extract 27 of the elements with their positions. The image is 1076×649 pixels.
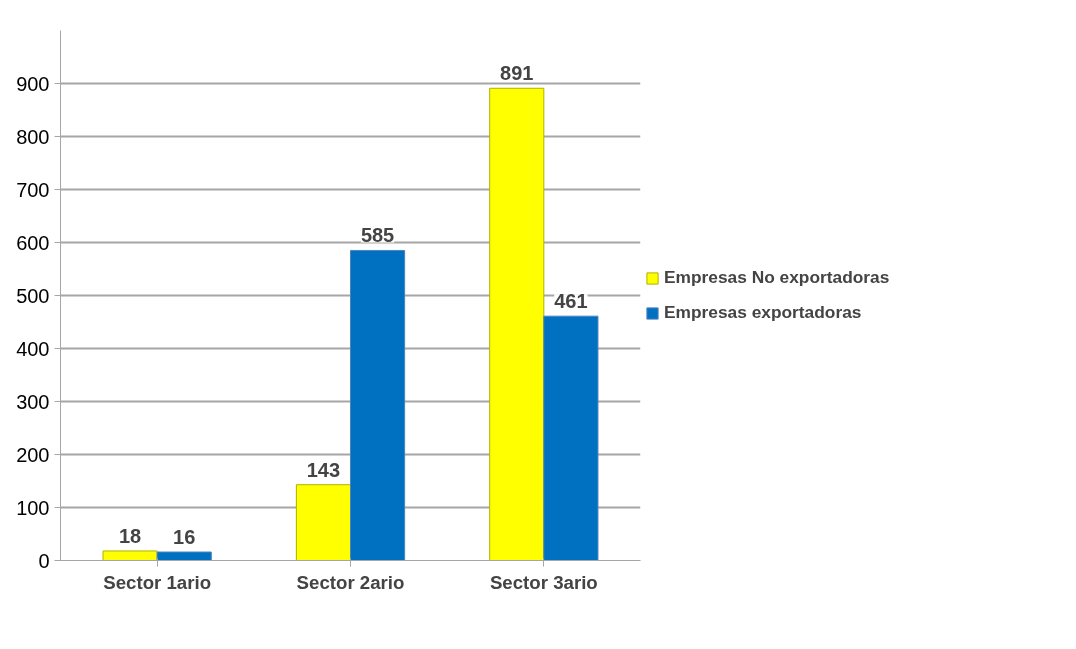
y-tick-label: 900 [16, 72, 50, 95]
y-tick-label: 500 [16, 284, 50, 307]
legend-label: Empresas exportadoras [664, 302, 862, 323]
bar [102, 550, 158, 561]
x-tick-label: Sector 3ario [489, 571, 598, 593]
bar [350, 249, 406, 561]
bar [156, 551, 212, 561]
y-tick-label: 300 [16, 390, 50, 413]
data-label: 461 [554, 290, 588, 313]
x-tick-label: Sector 1ario [103, 571, 212, 593]
data-label: 18 [118, 524, 142, 547]
y-tick-label: 800 [16, 125, 50, 148]
bar [489, 87, 545, 561]
data-label: 16 [173, 526, 196, 549]
data-label: 891 [500, 62, 534, 85]
y-tick-label: 600 [16, 231, 50, 254]
y-tick-label: 100 [16, 496, 50, 519]
y-tick-label: 0 [38, 549, 50, 572]
data-label: 143 [306, 458, 341, 481]
x-tick-label: Sector 2ario [296, 571, 405, 593]
bar [295, 484, 351, 561]
y-tick-label: 200 [16, 443, 50, 466]
y-tick-label: 700 [16, 178, 50, 201]
bar [543, 315, 599, 561]
y-tick-label: 400 [16, 337, 50, 360]
data-label: 585 [360, 224, 395, 247]
legend-label: Empresas No exportadoras [664, 267, 890, 288]
